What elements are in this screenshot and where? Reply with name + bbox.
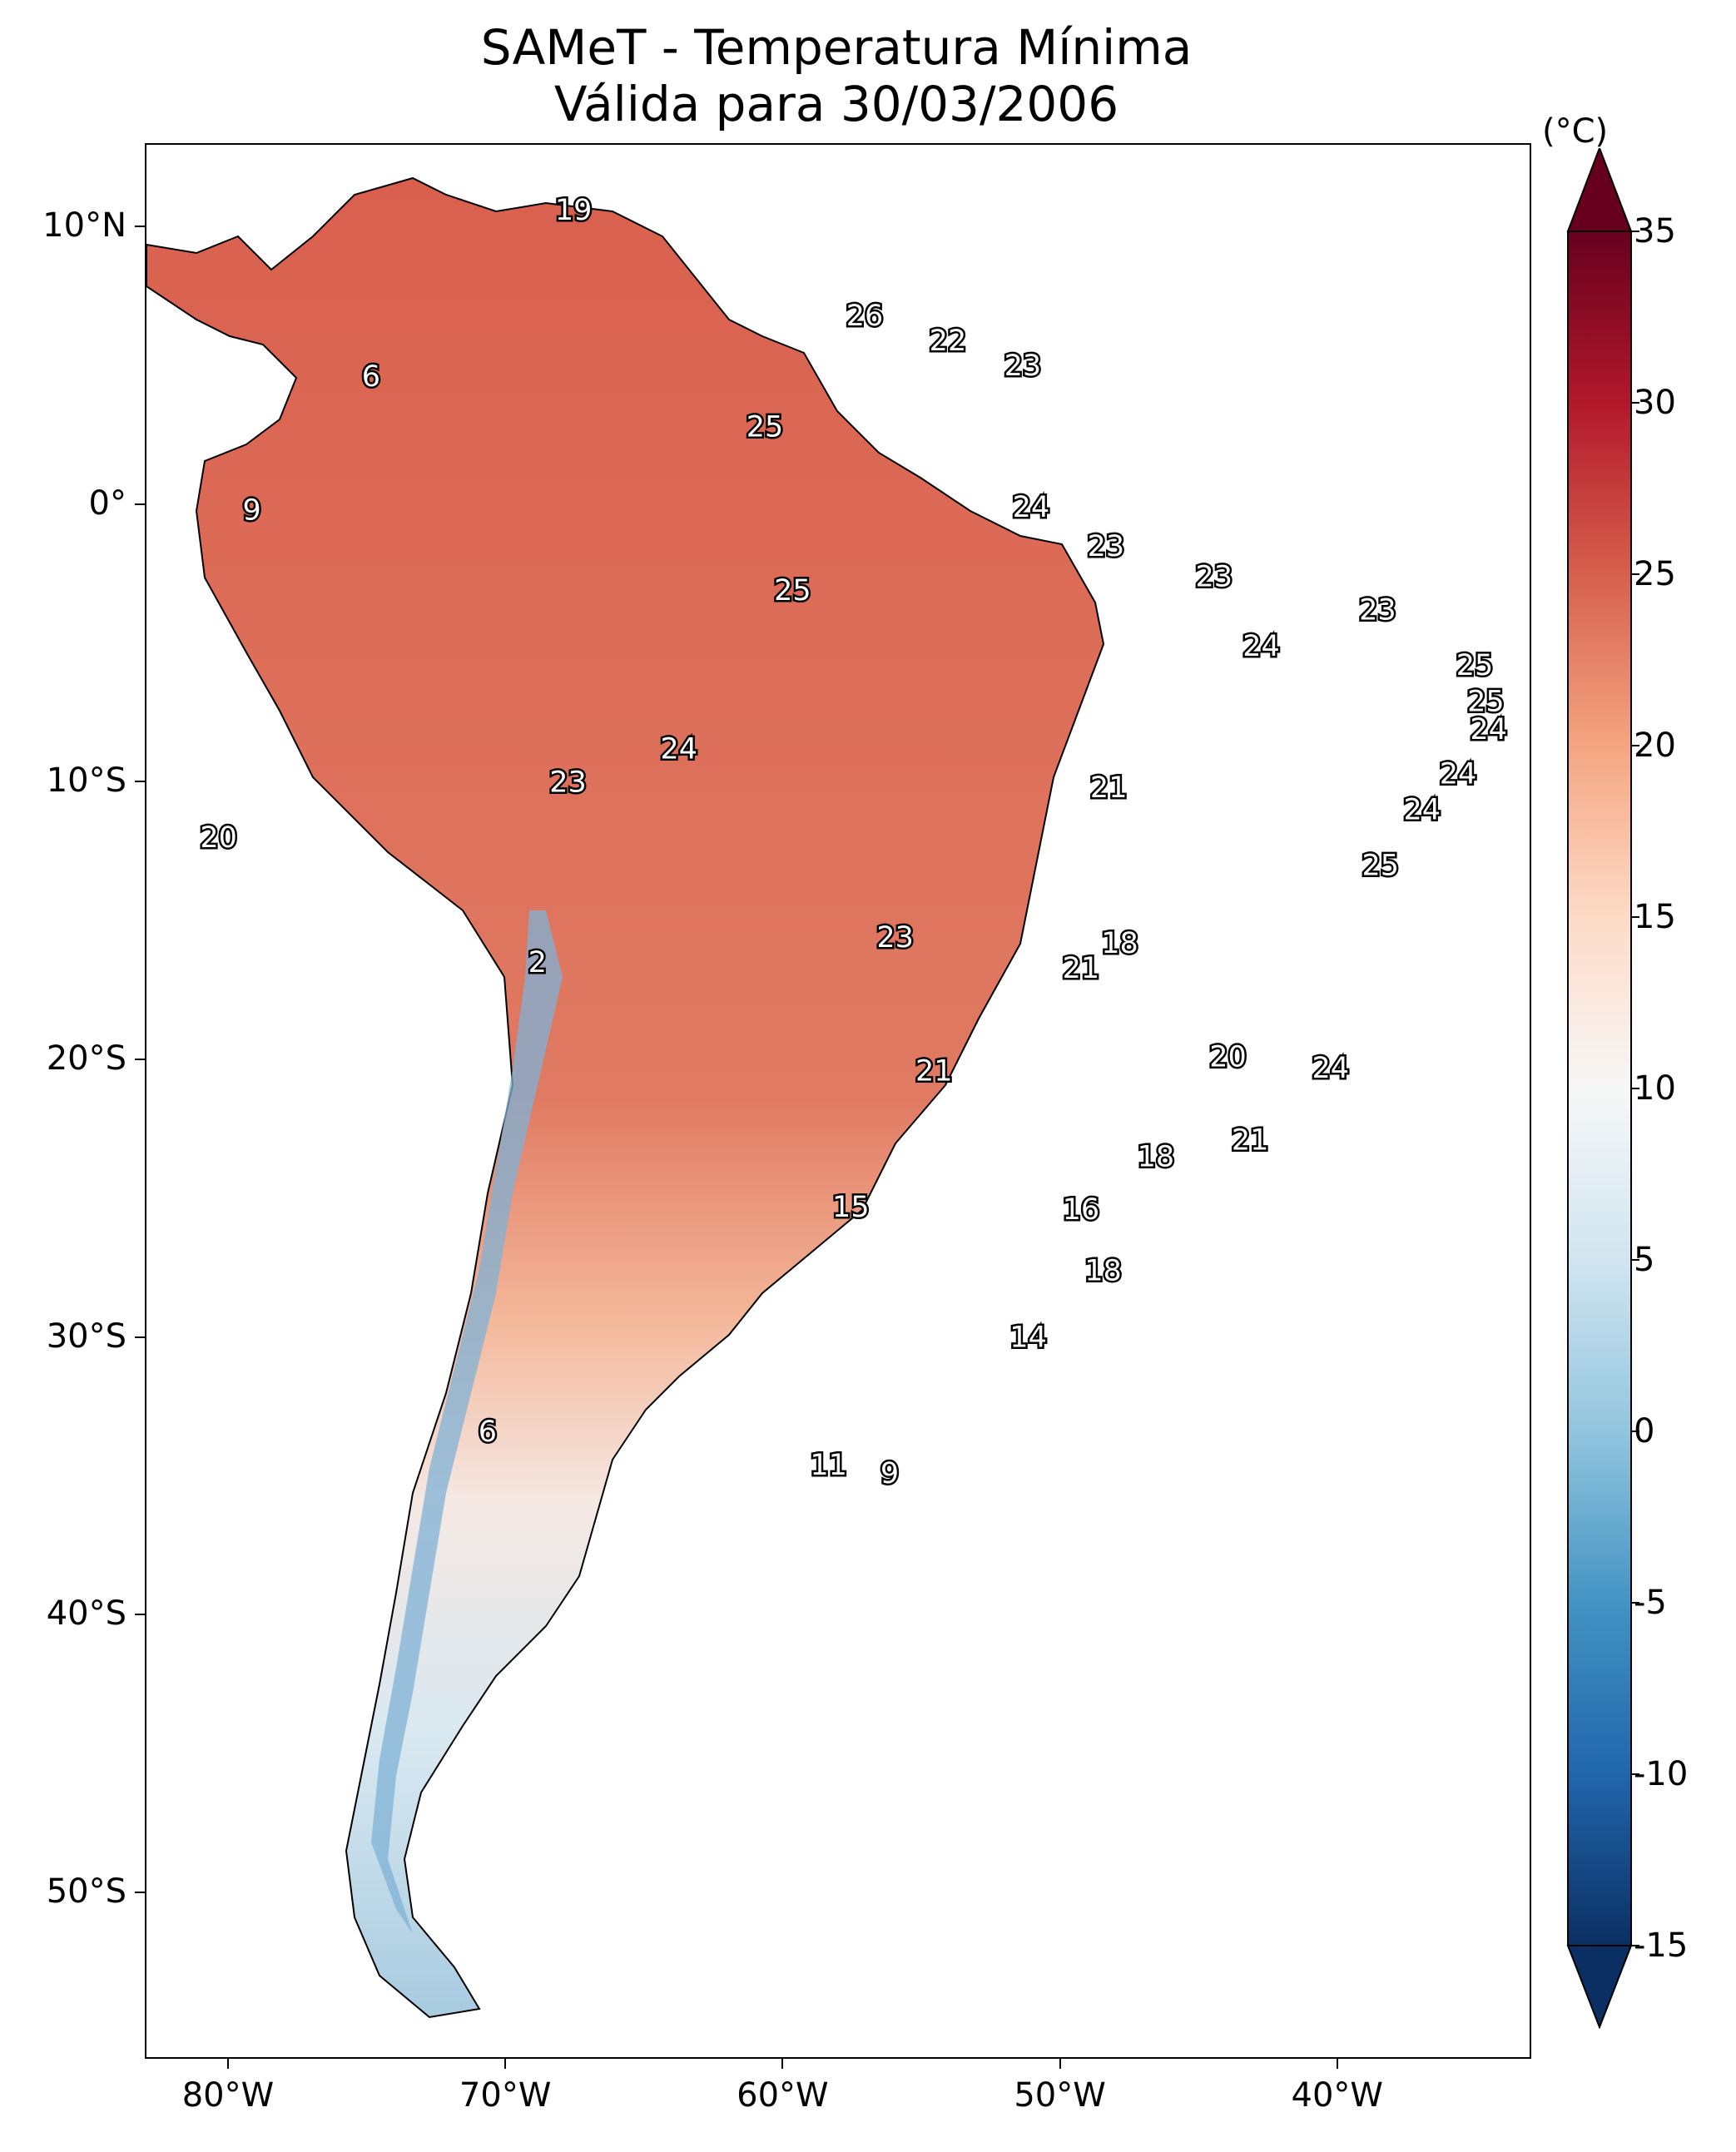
station-temperature-label: 23 bbox=[1088, 530, 1125, 563]
station-temperature-label: 25 bbox=[1362, 849, 1399, 882]
lat-tick-mark bbox=[135, 226, 145, 228]
station-temperature-label: 25 bbox=[746, 410, 784, 444]
lat-tick-label: 50°S bbox=[46, 1872, 126, 1911]
lat-tick-label: 20°S bbox=[46, 1039, 126, 1078]
station-temperature-label: 26 bbox=[846, 300, 884, 333]
station-temperature-label: 18 bbox=[1101, 927, 1138, 960]
station-temperature-label: 23 bbox=[549, 766, 587, 799]
station-temperature-label: 21 bbox=[1090, 771, 1128, 805]
lon-tick-label: 40°W bbox=[1291, 2076, 1383, 2115]
station-temperature-label: 24 bbox=[1403, 794, 1441, 827]
colorbar-tick-mark bbox=[1631, 1088, 1639, 1089]
lat-tick-label: 10°N bbox=[42, 206, 126, 245]
map-panel: 19 26 22 23 6 25 9 24 23 23 23 25 24 25 25 24 24 23 21 24 24… bbox=[145, 143, 1531, 2059]
station-temperature-label: 18 bbox=[1084, 1255, 1122, 1288]
station-temperature-label: 21 bbox=[915, 1054, 953, 1088]
colorbar-tick-label: 10 bbox=[1634, 1069, 1676, 1108]
station-temperature-label: 21 bbox=[1232, 1124, 1269, 1158]
lon-tick-label: 70°W bbox=[459, 2076, 552, 2115]
map-subtitle: Válida para 30/03/2006 bbox=[553, 76, 1119, 132]
station-temperature-label: 24 bbox=[1470, 713, 1507, 746]
colorbar-tick-mark bbox=[1631, 1431, 1639, 1432]
station-temperature-label: 24 bbox=[660, 732, 697, 766]
colorbar-tick-label: 20 bbox=[1634, 726, 1676, 765]
map-title: SAMeT - Temperatura Mínima bbox=[480, 19, 1193, 76]
lon-tick-mark bbox=[504, 2059, 507, 2069]
lon-tick-label: 50°W bbox=[1014, 2076, 1106, 2115]
station-temperature-label: 15 bbox=[832, 1191, 870, 1224]
station-temperature-label: 24 bbox=[1013, 491, 1050, 524]
station-temperature-label: 6 bbox=[362, 360, 380, 394]
colorbar-tick-mark bbox=[1631, 745, 1639, 746]
station-temperature-label: 23 bbox=[1004, 350, 1042, 383]
station-temperature-label: 24 bbox=[1312, 1052, 1349, 1085]
lat-tick-mark bbox=[135, 503, 145, 505]
colorbar-gradient bbox=[1567, 231, 1632, 1946]
station-temperature-label: 25 bbox=[1467, 686, 1505, 719]
colorbar-tick-mark bbox=[1631, 402, 1639, 404]
lat-tick-label: 30°S bbox=[46, 1316, 126, 1356]
south-america-landmass bbox=[146, 176, 1105, 2019]
lon-tick-mark bbox=[781, 2059, 784, 2069]
station-temperature-label: 14 bbox=[1009, 1321, 1047, 1355]
lon-tick-mark bbox=[226, 2059, 229, 2069]
colorbar-tick-mark bbox=[1631, 573, 1639, 575]
station-temperature-label: 24 bbox=[1242, 630, 1280, 663]
colorbar-tick-mark bbox=[1631, 1259, 1639, 1261]
station-temperature-label: 18 bbox=[1138, 1141, 1175, 1174]
lon-tick-label: 80°W bbox=[181, 2076, 275, 2115]
station-temperature-label: 23 bbox=[1196, 560, 1233, 593]
station-temperature-label: 6 bbox=[479, 1416, 497, 1449]
colorbar-top-arrow bbox=[1566, 148, 1633, 232]
colorbar-tick-label: 30 bbox=[1634, 384, 1676, 422]
station-temperature-label: 9 bbox=[242, 493, 260, 527]
station-temperature-label: 2 bbox=[528, 946, 547, 979]
andes-cold-band bbox=[371, 910, 563, 1934]
colorbar-tick-label: 15 bbox=[1634, 898, 1676, 936]
colorbar-tick-mark bbox=[1631, 231, 1639, 232]
lat-tick-label: 10°S bbox=[46, 761, 126, 801]
station-temperature-label: 25 bbox=[1456, 649, 1494, 682]
station-temperature-label: 20 bbox=[1209, 1041, 1247, 1074]
colorbar-tick-label: -10 bbox=[1634, 1755, 1689, 1793]
lat-tick-label: 40°S bbox=[46, 1594, 126, 1634]
station-temperature-label: 25 bbox=[774, 574, 811, 607]
colorbar-tick-label: 35 bbox=[1634, 212, 1676, 250]
lat-tick-mark bbox=[135, 781, 145, 783]
station-temperature-label: 23 bbox=[1359, 593, 1396, 627]
station-temperature-label: 23 bbox=[876, 921, 914, 955]
lat-tick-mark bbox=[135, 1336, 145, 1338]
station-temperature-label: 16 bbox=[1063, 1193, 1100, 1227]
colorbar-tick-mark bbox=[1631, 1945, 1639, 1946]
colorbar-tick-label: 25 bbox=[1634, 555, 1676, 593]
colorbar-tick-mark bbox=[1631, 916, 1639, 918]
lon-tick-mark bbox=[1059, 2059, 1061, 2069]
station-temperature-label: 22 bbox=[930, 325, 967, 358]
colorbar-unit-label: (°C) bbox=[1542, 112, 1609, 151]
colorbar-tick-mark bbox=[1631, 1602, 1639, 1604]
colorbar-bottom-arrow bbox=[1566, 1945, 1633, 2029]
lat-tick-mark bbox=[135, 1614, 145, 1616]
lon-tick-mark bbox=[1336, 2059, 1338, 2069]
lat-tick-mark bbox=[135, 1891, 145, 1893]
colorbar-tick-mark bbox=[1631, 1773, 1639, 1775]
lat-tick-mark bbox=[135, 1058, 145, 1060]
lon-tick-label: 60°W bbox=[737, 2076, 829, 2115]
station-temperature-label: 24 bbox=[1440, 757, 1477, 791]
colorbar-tick-label: -15 bbox=[1634, 1926, 1689, 1965]
lat-tick-label: 0° bbox=[88, 483, 126, 523]
station-temperature-label: 9 bbox=[880, 1457, 899, 1490]
station-temperature-label: 20 bbox=[200, 821, 237, 855]
station-temperature-label: 21 bbox=[1063, 952, 1100, 985]
station-temperature-label: 11 bbox=[810, 1449, 847, 1482]
colorbar bbox=[1566, 148, 1633, 2029]
station-temperature-label: 19 bbox=[555, 194, 593, 227]
